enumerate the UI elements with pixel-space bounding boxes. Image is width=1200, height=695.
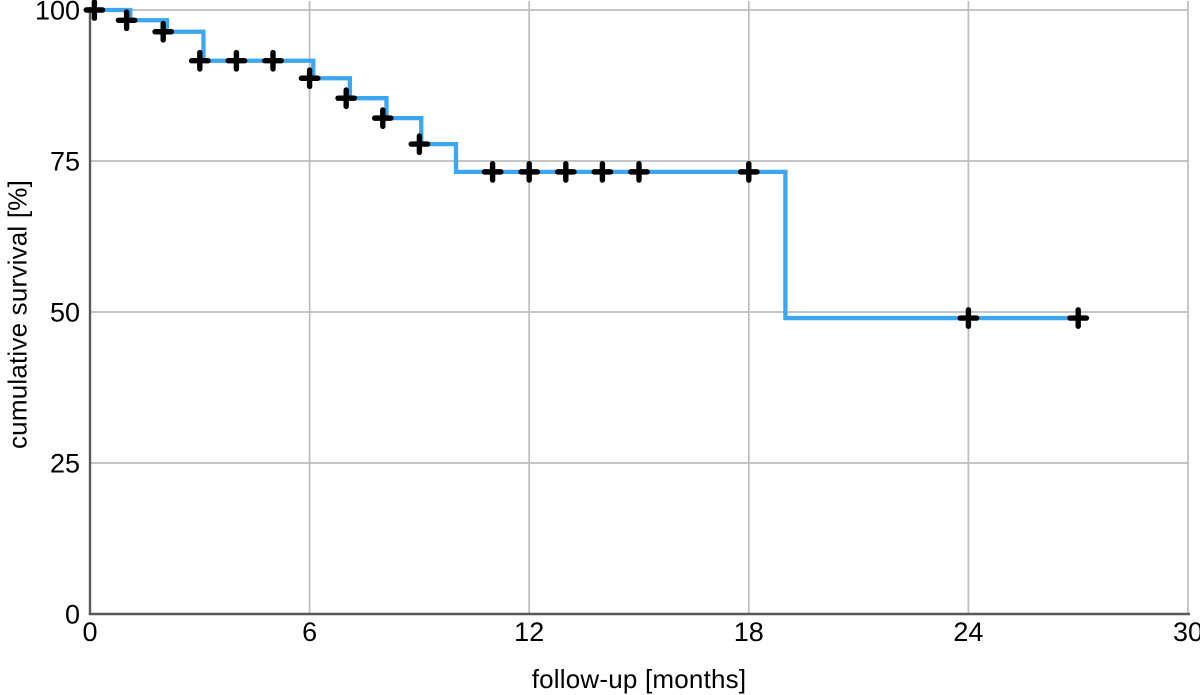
censor-marker <box>957 307 980 329</box>
y-tick-label: 50 <box>50 298 80 328</box>
censor-marker <box>262 49 284 72</box>
x-axis-title: follow-up [months] <box>531 664 747 694</box>
censor-marker <box>591 160 614 183</box>
censor-marker <box>298 67 321 90</box>
x-tick-label: 18 <box>734 617 764 647</box>
x-tick-label: 30 <box>1173 617 1200 647</box>
x-tick-label: 0 <box>82 617 97 647</box>
x-tick-label: 24 <box>953 617 983 647</box>
censor-marker <box>1067 307 1090 329</box>
survival-curve <box>90 7 1082 321</box>
y-tick-label: 0 <box>65 600 80 630</box>
censor-marker <box>518 160 541 183</box>
censor-marker <box>371 107 394 130</box>
y-tick-label: 25 <box>50 449 80 479</box>
censor-marker <box>554 160 577 183</box>
censor-marker <box>481 160 504 183</box>
censor-marker <box>408 133 431 155</box>
x-tick-label: 12 <box>514 617 544 647</box>
x-tick-label: 6 <box>302 617 317 647</box>
censor-marker <box>225 49 248 72</box>
y-tick-label: 100 <box>35 0 80 26</box>
censor-marker <box>152 20 175 43</box>
censor-marker <box>83 0 106 21</box>
censor-marker <box>115 9 138 32</box>
censor-marker <box>335 87 358 110</box>
censor-marker <box>188 49 211 72</box>
censor-marker <box>628 160 650 183</box>
y-tick-label: 75 <box>50 147 80 177</box>
y-axis-title: cumulative survival [%] <box>2 179 33 450</box>
censor-marker <box>737 160 760 183</box>
